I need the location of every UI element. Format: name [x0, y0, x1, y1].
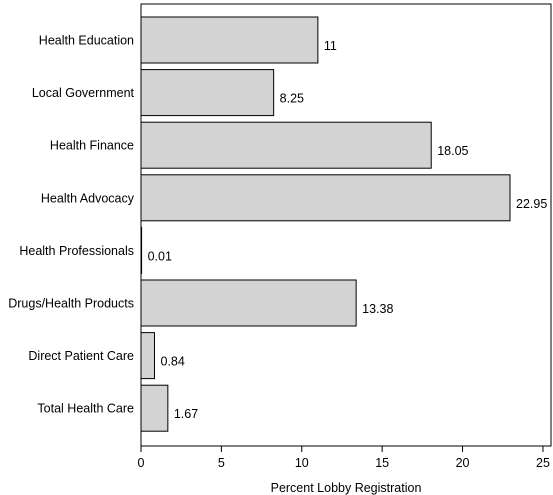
bar-3 [140, 174, 511, 222]
x-tick-label: 15 [375, 456, 389, 470]
bar-7 [140, 384, 169, 432]
x-tick-label: 5 [218, 456, 225, 470]
category-label: Health Professionals [19, 244, 134, 258]
bar-0 [140, 16, 319, 64]
data-label: 18.05 [437, 144, 468, 158]
category-label: Health Finance [50, 139, 134, 153]
bar-1 [140, 69, 275, 117]
bar-5 [140, 279, 357, 327]
x-tick-label: 10 [295, 456, 309, 470]
bar-2 [140, 121, 432, 169]
data-label: 8.25 [280, 92, 304, 106]
x-tick-label: 25 [536, 456, 550, 470]
plot-frame [140, 3, 552, 447]
category-label: Health Advocacy [41, 191, 135, 205]
data-label: 22.95 [516, 197, 547, 211]
category-label: Direct Patient Care [28, 349, 134, 363]
bar-6 [140, 332, 156, 380]
x-axis-title: Percent Lobby Registration [271, 481, 422, 495]
category-label: Health Education [39, 34, 134, 48]
data-label: 0.01 [148, 249, 172, 263]
category-label: Drugs/Health Products [8, 297, 134, 311]
data-label: 11 [324, 39, 337, 53]
bar-4 [140, 226, 143, 274]
x-tick-label: 20 [456, 456, 470, 470]
data-label: 13.38 [362, 302, 393, 316]
category-label: Total Health Care [37, 402, 134, 416]
data-label: 1.67 [174, 407, 198, 421]
category-label: Local Government [32, 86, 135, 100]
x-tick-label: 0 [138, 456, 145, 470]
data-label: 0.84 [161, 355, 185, 369]
